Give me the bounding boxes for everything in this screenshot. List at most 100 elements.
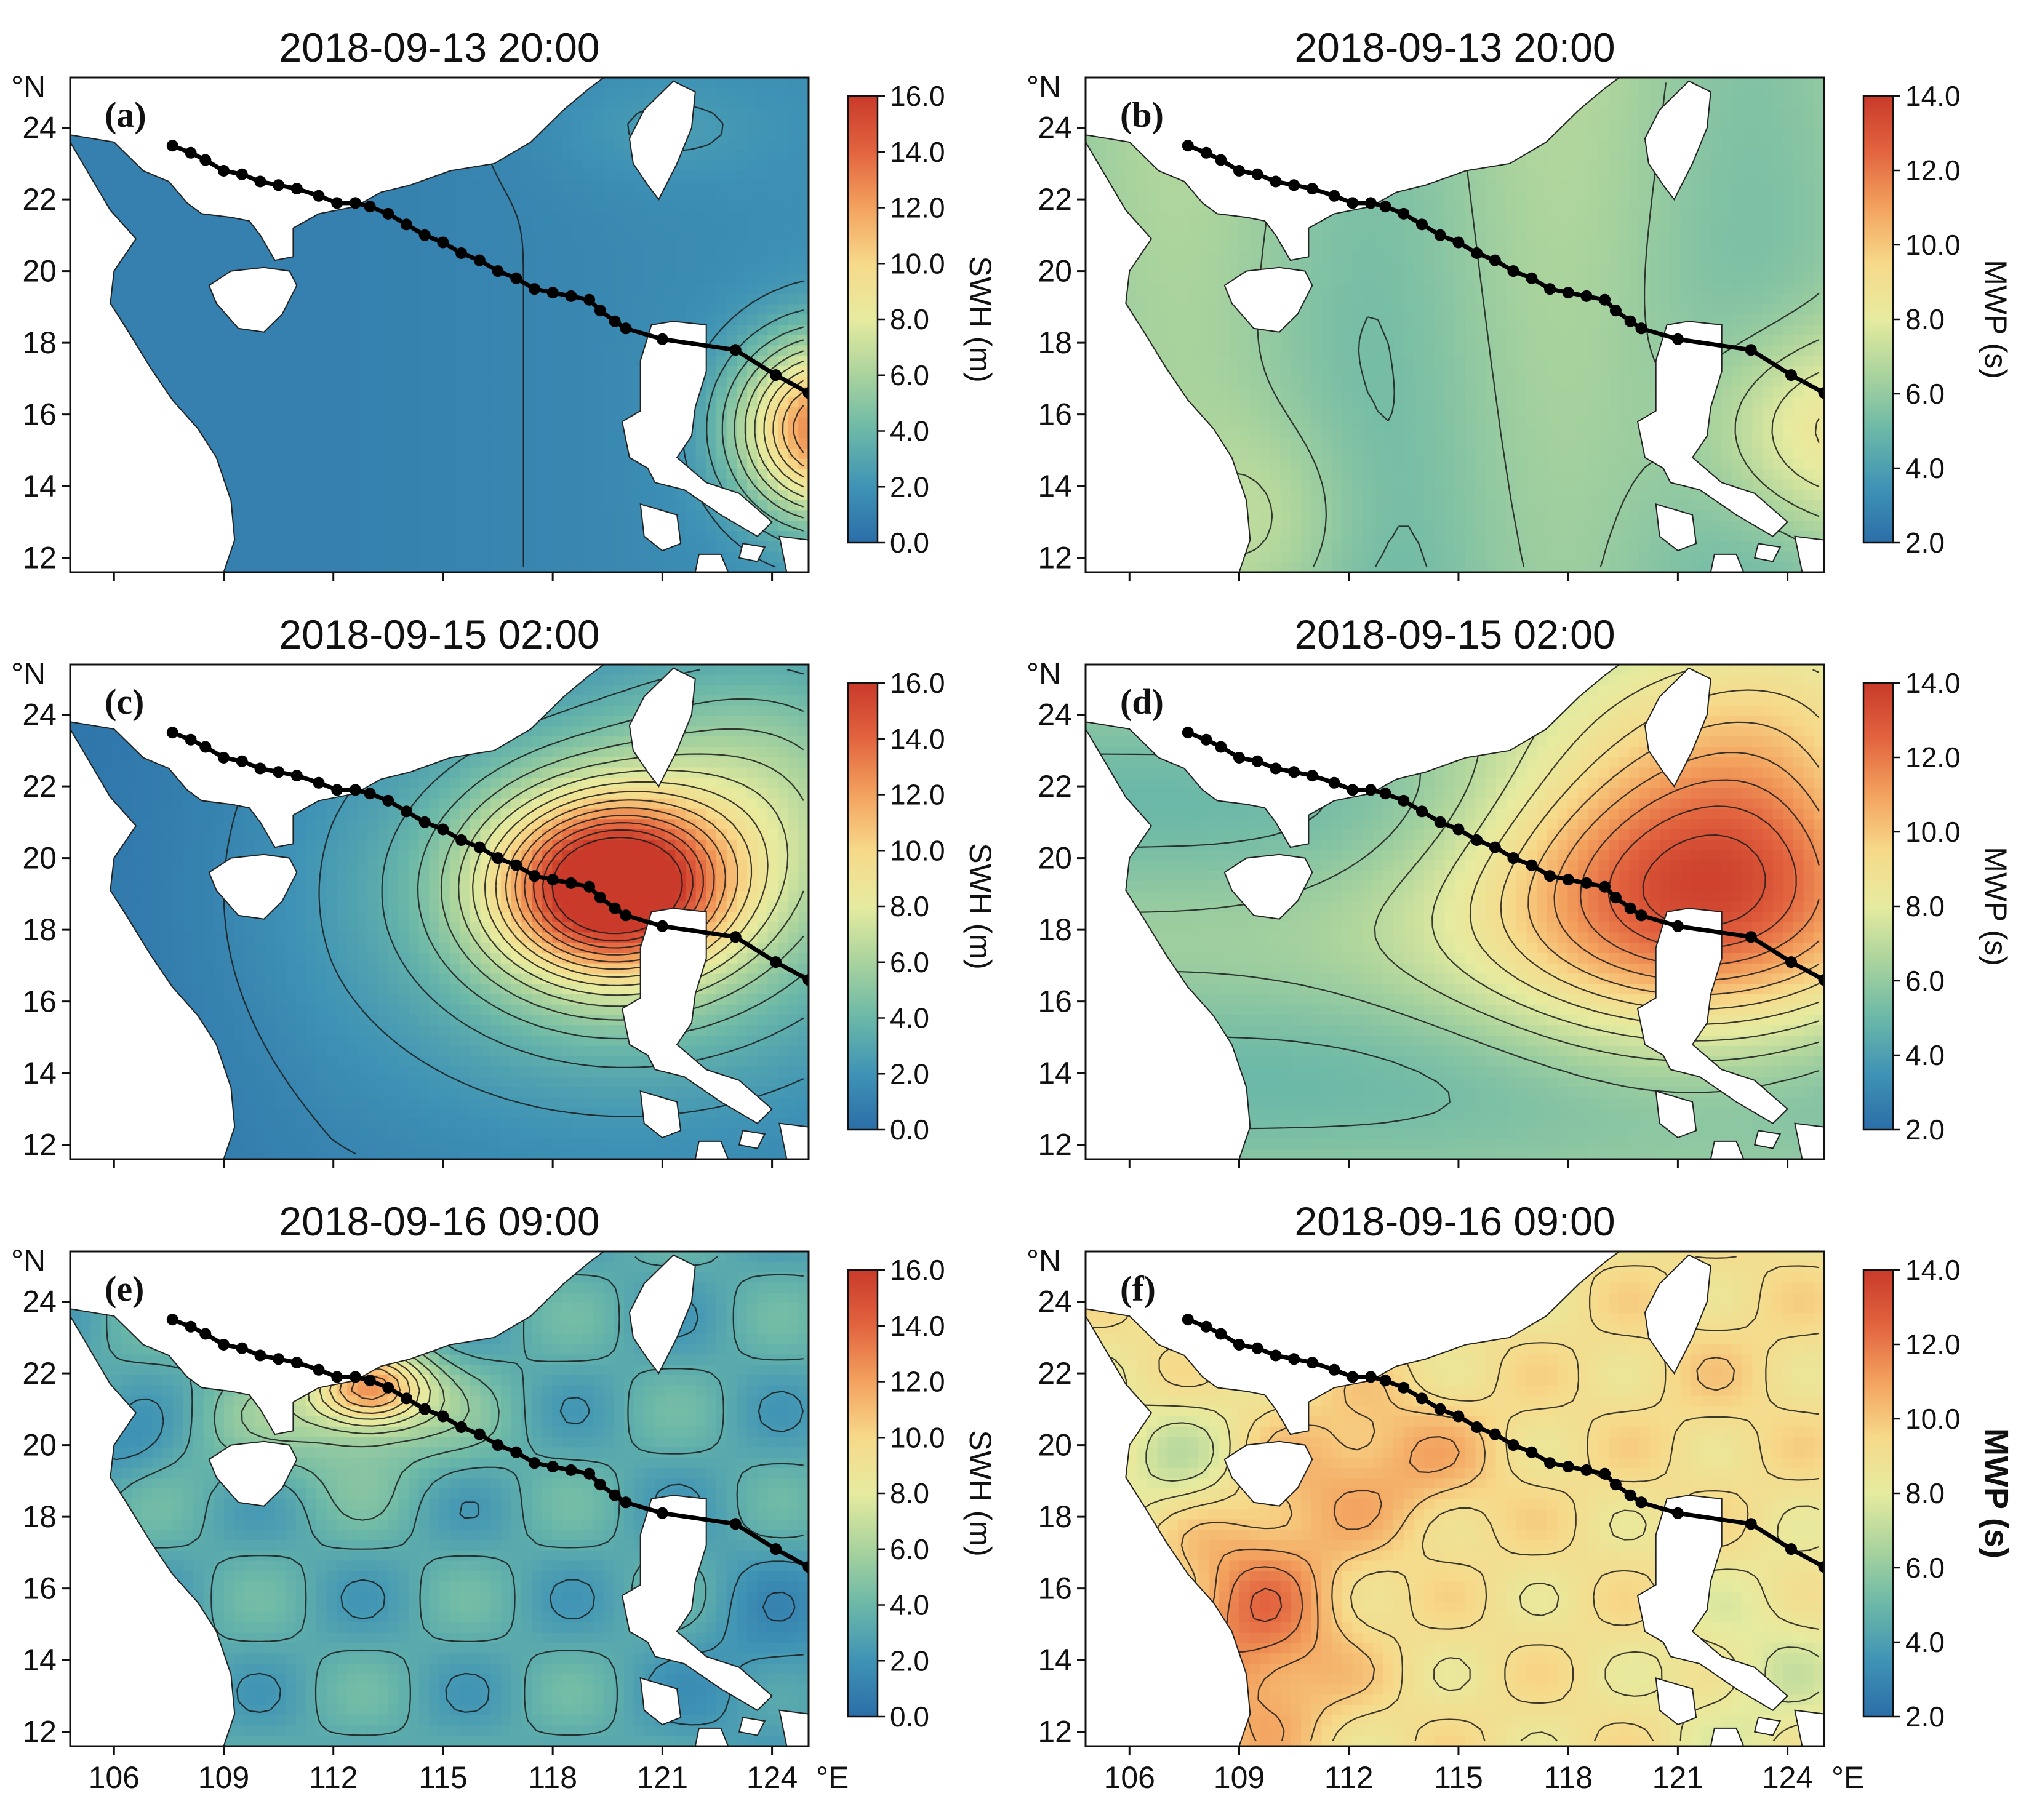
track-point — [594, 1479, 606, 1491]
track-point — [349, 197, 361, 209]
track-point — [1580, 877, 1593, 889]
lat-tick-label: 12 — [22, 1128, 57, 1162]
typhoon-track — [1182, 727, 1824, 986]
track-point — [1416, 1392, 1428, 1405]
lat-tick-label: 24 — [1038, 111, 1072, 145]
panel-title: 2018-09-13 20:00 — [279, 25, 599, 70]
track-point — [546, 287, 559, 299]
track-point — [1785, 369, 1797, 381]
lat-tick-label: 18 — [22, 1499, 57, 1534]
typhoon-track — [1182, 1314, 1824, 1573]
lat-tick-label: 20 — [22, 254, 57, 289]
panel-label: (f) — [1120, 1269, 1156, 1309]
lat-tick-label: 16 — [22, 984, 57, 1019]
track-point — [1489, 1428, 1501, 1440]
land-panay — [1710, 553, 1745, 572]
lat-tick-label: 22 — [22, 182, 57, 217]
colorbar-tick-label: 2.0 — [1905, 527, 1945, 559]
land-masses — [70, 78, 809, 572]
track-point — [1251, 755, 1263, 767]
track-point — [609, 1489, 621, 1501]
track-point — [1251, 1342, 1263, 1354]
colorbar-tick-label: 14.0 — [890, 136, 945, 168]
track-point — [1347, 197, 1359, 209]
land-hainan — [1223, 266, 1313, 333]
track-point — [529, 870, 540, 882]
track-point — [1745, 931, 1757, 943]
track-point — [473, 841, 486, 853]
colorbar-label: MWP (s) — [1979, 847, 2013, 965]
track-point — [1671, 333, 1684, 345]
lon-tick-label: 118 — [1543, 1760, 1593, 1795]
panel-label: (e) — [105, 1269, 144, 1309]
lon-tick-label: 121 — [637, 1760, 688, 1795]
track-point — [1270, 1349, 1282, 1362]
colorbar-tick-label: 10.0 — [1905, 1403, 1961, 1435]
track-point — [331, 197, 343, 209]
track-point — [313, 1363, 325, 1376]
lat-tick-label: 20 — [1038, 841, 1072, 876]
map-frame — [69, 1250, 810, 1747]
track-point — [1434, 1403, 1446, 1415]
colorbar-tick-label: 6.0 — [890, 1533, 929, 1565]
colorbar-tick-label: 16.0 — [890, 1254, 945, 1286]
land-panay — [1710, 1140, 1745, 1159]
track-point — [1818, 387, 1824, 399]
track-point — [437, 1410, 449, 1423]
track-point — [510, 1446, 522, 1458]
colorbar-tick-label: 14.0 — [1905, 667, 1961, 699]
track-point — [199, 154, 212, 166]
colorbar-tick-label: 14.0 — [1905, 80, 1961, 112]
lat-tick-label: 22 — [1038, 1356, 1072, 1391]
track-point — [218, 165, 230, 177]
colorbar-tick-label: 8.0 — [1905, 1477, 1945, 1509]
track-point — [565, 290, 577, 302]
lat-tick-label: 18 — [1038, 912, 1072, 947]
track-point — [1745, 344, 1757, 356]
track-point — [331, 784, 343, 796]
land-mindoro — [639, 503, 682, 552]
track-point — [236, 755, 248, 767]
map-area — [1086, 665, 1824, 1159]
track-point — [364, 201, 376, 213]
land-samar — [1794, 535, 1824, 572]
track-point — [1452, 1410, 1465, 1423]
land-samar — [778, 535, 809, 572]
land-masses — [1086, 665, 1824, 1159]
track-point — [1507, 265, 1519, 277]
colorbar-tick-label: 4.0 — [890, 1589, 929, 1621]
track-point — [1215, 741, 1227, 753]
track-point — [349, 1371, 361, 1383]
lat-tick-label: 20 — [1038, 1428, 1072, 1463]
land-taiwan — [628, 667, 696, 788]
track-point — [1526, 1446, 1538, 1458]
track-point — [1818, 974, 1824, 986]
land-vietnam — [1086, 727, 1251, 1159]
colorbar-tick-label: 12.0 — [890, 192, 945, 224]
track-point — [1182, 140, 1194, 152]
track-point — [1544, 283, 1556, 295]
track-point — [1398, 794, 1410, 807]
lon-tick-label: 109 — [198, 1760, 249, 1795]
colorbar-tick-label: 14.0 — [890, 723, 945, 755]
lat-tick-label: 16 — [1038, 397, 1072, 432]
panel-label: (a) — [105, 95, 146, 135]
land-masses — [70, 665, 809, 1159]
typhoon-track — [166, 140, 809, 399]
land-vietnam — [70, 1314, 236, 1746]
map-area — [70, 78, 809, 572]
track-point — [437, 823, 449, 836]
colorbar-tick-label: 10.0 — [890, 1421, 945, 1453]
lat-tick-label: 22 — [22, 1356, 57, 1391]
land-luzon — [621, 321, 774, 537]
colorbar: 16.0 14.0 12.0 10.0 8.0 6.0 4.0 2.0 0.0 SWH (m) — [847, 80, 998, 559]
land-hainan — [1223, 1440, 1313, 1507]
track-point — [1215, 154, 1227, 166]
colorbar-tick-label: 14.0 — [890, 1310, 945, 1342]
lat-tick-label: 12 — [22, 1715, 57, 1749]
track-point — [1364, 1371, 1377, 1383]
land-mindoro — [639, 1677, 682, 1726]
track-point — [1347, 784, 1359, 796]
colorbar-label: MWP (s) — [1978, 1428, 2015, 1559]
land-mindoro — [1655, 1090, 1697, 1139]
